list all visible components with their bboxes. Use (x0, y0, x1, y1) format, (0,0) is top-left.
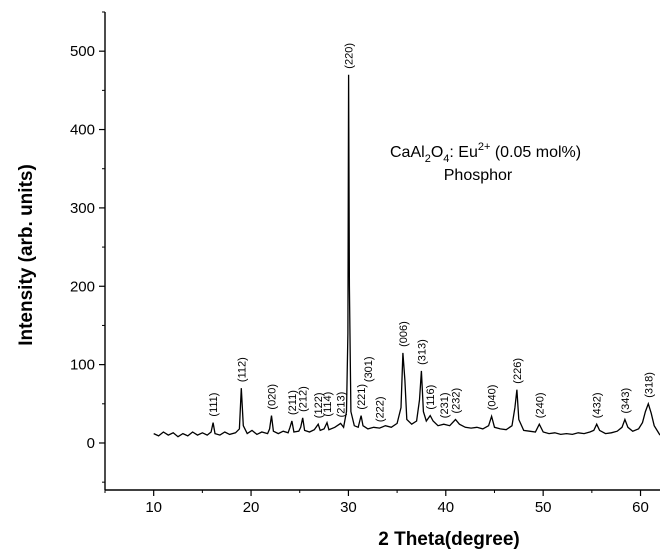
annotation-line-1: CaAl2O4: Eu2+ (0.05 mol%) (390, 141, 581, 165)
x-tick-label: 10 (145, 499, 162, 516)
annotation-line-2: Phosphor (444, 167, 513, 184)
peak-label: (221) (356, 384, 368, 410)
x-tick-label: 30 (340, 499, 357, 516)
y-tick-label: 400 (70, 122, 95, 139)
y-axis-label: Intensity (arb. units) (16, 164, 37, 346)
series-line (153, 74, 660, 438)
peak-label: (112) (236, 357, 248, 382)
x-axis-label: 2 Theta(degree) (378, 529, 519, 550)
peak-label: (432) (592, 393, 604, 419)
x-tick-label: 20 (243, 499, 260, 516)
axes: 0 100 200 300 400 500 10 20 30 40 50 60 (70, 11, 660, 516)
peak-label: (111) (208, 393, 220, 417)
peak-label: (231) (439, 393, 451, 419)
annotation-sup: 2+ (478, 141, 491, 153)
peak-label: (240) (534, 393, 546, 419)
peak-label: (220) (344, 43, 356, 69)
y-tick-label: 300 (70, 200, 95, 217)
x-tick-label: 50 (535, 499, 552, 516)
x-tick-label: 40 (437, 499, 454, 516)
annotation-part: (0.05 mol%) (490, 144, 581, 161)
annotation-sub: 4 (443, 153, 449, 165)
annotation-part: O (431, 144, 443, 161)
x-tick-label: 60 (632, 499, 649, 516)
y-tick-label: 100 (70, 357, 95, 374)
peak-label: (232) (451, 388, 463, 414)
annotation-part: : Eu (449, 144, 477, 161)
peak-label: (301) (363, 356, 375, 382)
peak-label: (226) (512, 358, 524, 384)
peak-label: (212) (298, 386, 310, 412)
peak-label: (343) (620, 388, 632, 414)
y-tick-label: 0 (87, 435, 95, 452)
annotation-sub: 2 (425, 153, 431, 165)
y-tick-label: 200 (70, 278, 95, 295)
peak-label: (122) (313, 393, 325, 419)
peak-label: (006) (398, 321, 410, 347)
peak-label: (213) (336, 392, 348, 418)
peak-label: (116) (425, 385, 437, 410)
annotation-part: CaAl (390, 144, 425, 161)
peak-label: (318) (643, 372, 655, 398)
peak-label: (313) (416, 339, 428, 365)
peak-label: (211) (287, 390, 299, 415)
y-tick-label: 500 (70, 43, 95, 60)
peak-label: (222) (375, 396, 387, 422)
peak-label: (114) (322, 392, 334, 417)
peak-labels: (111) (112) (020) (211)(212) (122)(114) (213)… (208, 43, 655, 422)
peak-label: (040) (487, 385, 499, 411)
peak-label: (020) (267, 384, 279, 410)
